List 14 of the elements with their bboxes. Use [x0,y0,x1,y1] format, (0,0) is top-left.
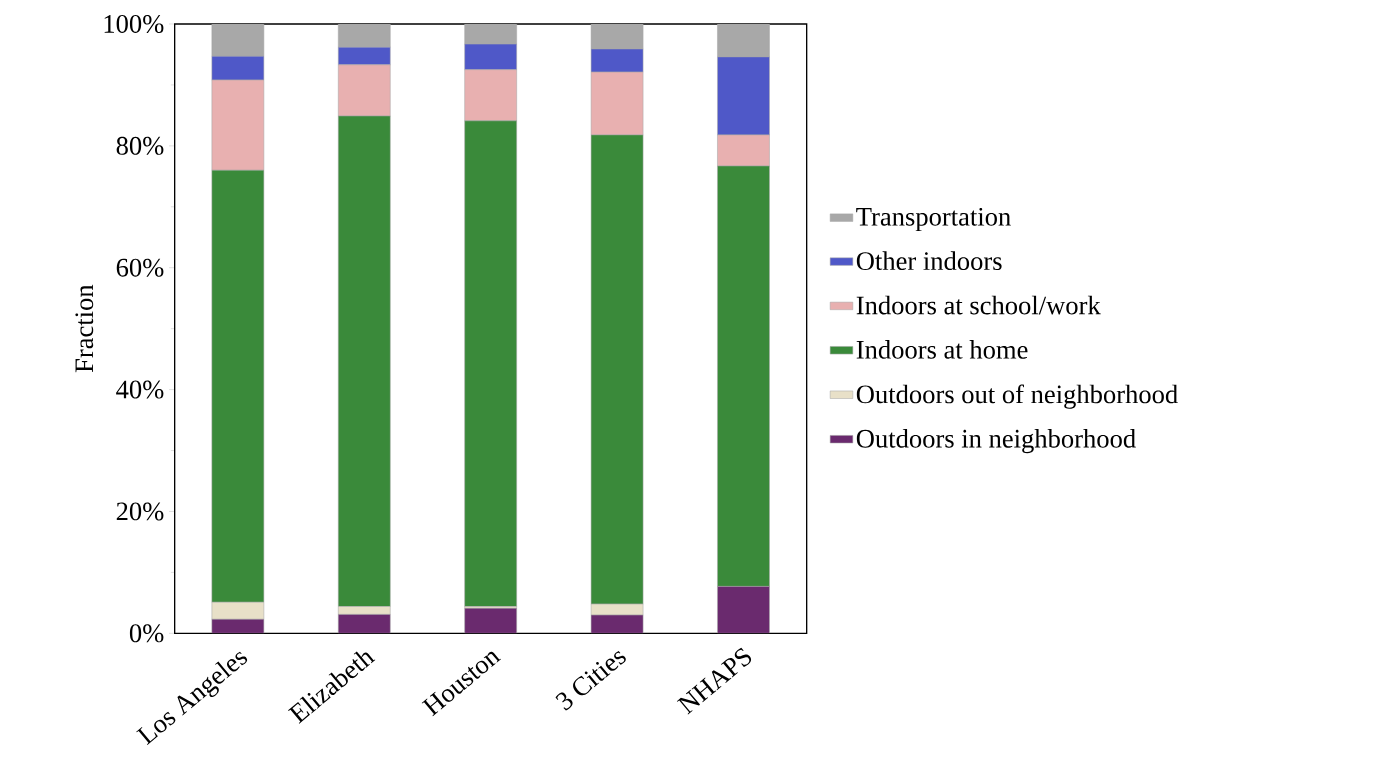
y-tick-label: 0% [129,624,164,643]
legend-label: Indoors at school/work [856,295,1101,315]
legend-label: Transportation [856,208,1011,232]
y-tick-label: 60% [116,258,164,277]
y-tick-label: 80% [116,137,164,156]
legend-label: Outdoors out of neighborhood [856,384,1178,409]
y-axis-title: Fraction [75,284,94,373]
legend-label: Outdoors in neighborhood [856,429,1136,454]
y-tick-label: 40% [116,380,164,399]
y-tick-label: 20% [116,502,164,521]
y-tick-label: 100% [104,15,164,34]
x-tick-label: 3 Cities [555,651,626,711]
legend-label: Other indoors [856,251,1002,271]
legend-label: Indoors at home [856,340,1028,359]
